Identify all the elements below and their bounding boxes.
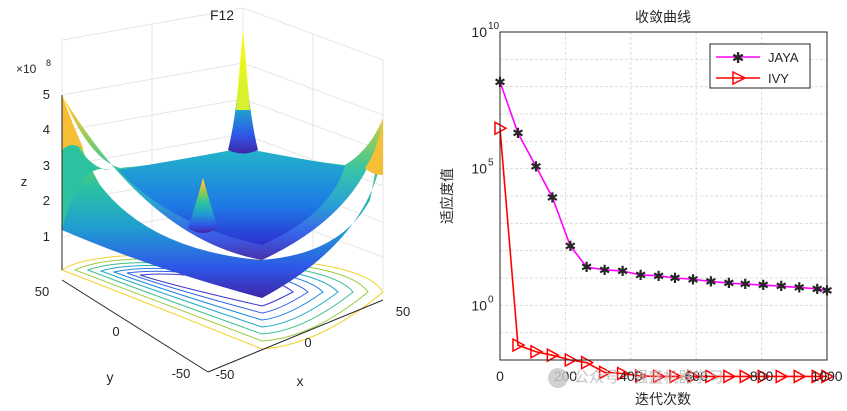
data-point-jaya: ✱ <box>687 271 699 287</box>
data-point-jaya: ✱ <box>775 278 787 294</box>
y-tick-label: -50 <box>172 366 191 381</box>
data-point-jaya: ✱ <box>739 276 751 292</box>
legend: ✱ JAYA IVY <box>709 43 811 89</box>
surface-mesh <box>62 30 383 298</box>
x-tick-label: 800 <box>750 368 774 384</box>
x-tick-label: 50 <box>396 304 410 319</box>
z-tick-label: 4 <box>43 122 50 137</box>
data-point-jaya: ✱ <box>705 273 717 289</box>
x-axis: -50 0 50 x <box>207 299 410 389</box>
data-point-jaya: ✱ <box>653 268 665 284</box>
series-line-jaya <box>499 81 828 292</box>
data-point-jaya: ✱ <box>757 277 769 293</box>
data-point-jaya: ✱ <box>512 125 524 141</box>
data-point-jaya: ✱ <box>723 275 735 291</box>
data-point-jaya: ✱ <box>811 281 823 297</box>
data-point-ivy <box>616 366 631 381</box>
legend-label-ivy: IVY <box>768 71 789 86</box>
data-point-jaya: ✱ <box>581 259 593 275</box>
y-tick-base: 10 <box>471 297 487 313</box>
x-tick-label: 600 <box>685 368 709 384</box>
data-point-ivy <box>669 369 683 384</box>
y-tick-exponent: 10 <box>488 21 500 32</box>
data-point-jaya: ✱ <box>599 262 611 278</box>
data-point-ivy <box>723 369 737 384</box>
data-point-ivy <box>757 369 771 384</box>
y-tick-label: 0 <box>112 324 119 339</box>
watermark: 公众号 · 强盛机器学习 <box>548 366 723 388</box>
data-point-ivy <box>821 369 835 384</box>
x-tick-label: 400 <box>619 368 643 384</box>
legend-label-jaya: JAYA <box>768 50 799 65</box>
data-point-ivy <box>687 369 701 384</box>
data-point-ivy <box>793 369 807 384</box>
data-point-jaya: ✱ <box>530 159 542 175</box>
wechat-icon <box>548 367 568 388</box>
data-point-jaya: ✱ <box>635 267 647 283</box>
plot-frame <box>499 31 828 361</box>
z-exponent-base: ×10 <box>16 62 37 76</box>
z-tick-label: 1 <box>43 229 50 244</box>
y-tick-exponent: 5 <box>488 158 494 169</box>
x-tick-label: 1000 <box>811 368 842 384</box>
data-point-jaya: ✱ <box>669 270 681 286</box>
x-tick-label: 0 <box>304 335 311 350</box>
data-point-ivy <box>739 369 753 384</box>
y-axis: 50 0 -50 y <box>35 279 209 385</box>
y-tick-label: 50 <box>35 284 49 299</box>
data-point-jaya: ✱ <box>793 279 805 295</box>
data-point-jaya: ✱ <box>546 189 558 205</box>
data-point-ivy <box>598 365 613 380</box>
x-tick-label: 0 <box>496 368 504 384</box>
surface-title: F12 <box>210 7 234 23</box>
y-tick-base: 10 <box>471 24 487 40</box>
convergence-x-label: 迭代次数 <box>635 392 691 408</box>
data-point-ivy <box>512 337 526 353</box>
data-point-ivy <box>811 369 825 384</box>
data-point-ivy <box>530 344 544 360</box>
z-tick-label: 3 <box>43 158 50 173</box>
data-point-jaya: ✱ <box>617 263 629 279</box>
z-exponent-power: 8 <box>46 58 51 68</box>
x-axis-label: x <box>297 373 304 389</box>
y-axis-label: y <box>107 369 114 385</box>
data-point-ivy <box>775 369 789 384</box>
data-point-ivy <box>546 347 560 363</box>
z-axis-label: z <box>21 174 28 189</box>
legend-marker-ivy <box>732 70 747 86</box>
convergence-y-label: 适应度值 <box>439 168 456 224</box>
data-point-jaya: ✱ <box>564 238 576 254</box>
data-point-ivy <box>705 369 719 384</box>
z-tick-label: 5 <box>43 87 50 102</box>
surface-plot: F12 1 2 3 4 5 z ×10 8 50 0 -50 y <box>16 7 410 389</box>
data-point-ivy <box>634 368 649 384</box>
watermark-text: 公众号 · 强盛机器学习 <box>574 368 724 386</box>
y-tick-exponent: 0 <box>488 294 494 305</box>
convergence-title: 收敛曲线 <box>635 10 691 26</box>
z-axis: 1 2 3 4 5 z ×10 8 <box>16 58 63 270</box>
convergence-plot: ✱✱✱✱✱✱✱✱✱✱✱✱✱✱✱✱✱✱✱✱ 02004006008001000 1… <box>439 10 843 408</box>
data-point-ivy <box>652 369 667 384</box>
legend-marker-jaya: ✱ <box>732 50 745 67</box>
legend-box <box>709 43 811 89</box>
x-tick-label: -50 <box>216 367 235 382</box>
z-tick-label: 2 <box>43 193 50 208</box>
y-tick-base: 10 <box>471 161 487 177</box>
